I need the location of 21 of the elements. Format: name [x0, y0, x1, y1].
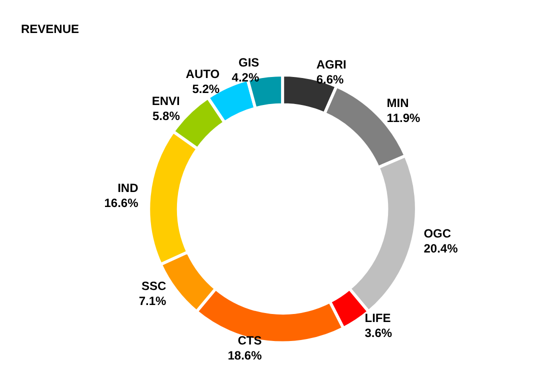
slice-label: ENVI: [152, 94, 180, 108]
data-label: 5.2%: [192, 82, 220, 96]
data-label: 11.9%: [386, 110, 420, 125]
data-label: 7.1%: [138, 294, 167, 308]
slice-label: AGRI: [316, 57, 346, 72]
slice-label: LIFE: [364, 311, 391, 326]
slice-label: IND: [118, 181, 139, 196]
data-label: 18.6%: [228, 348, 262, 362]
slice-label: AUTO: [186, 67, 220, 82]
data-label: 5.8%: [152, 109, 180, 124]
slice-label: GIS: [238, 56, 260, 70]
slice-label: OGC: [424, 226, 452, 241]
chart-title: REVENUE: [21, 22, 80, 36]
slice-label: MIN: [386, 96, 409, 110]
data-label: 6.6%: [316, 72, 344, 86]
data-label: 3.6%: [364, 326, 392, 340]
slice-label: SSC: [142, 279, 167, 294]
data-label: 4.2%: [232, 70, 260, 85]
data-label: 16.6%: [104, 196, 139, 210]
data-label: 20.4%: [424, 242, 458, 256]
slice-label: CTS: [238, 333, 262, 348]
